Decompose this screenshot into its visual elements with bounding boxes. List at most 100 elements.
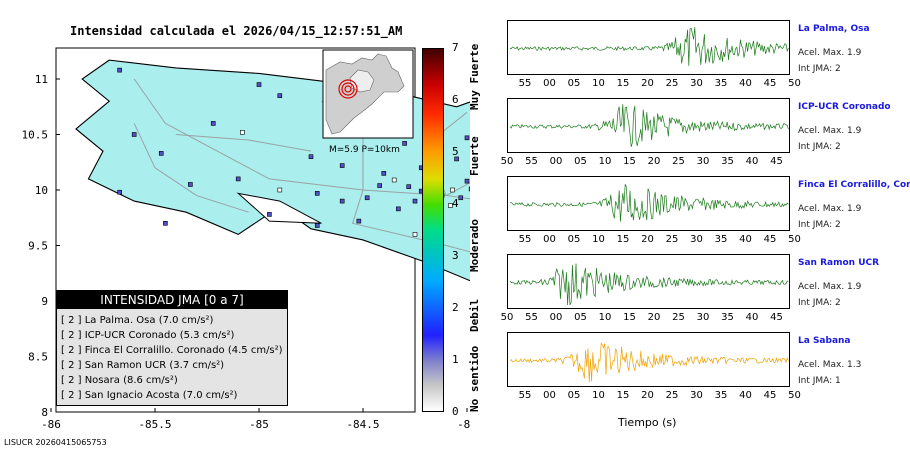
station-marker <box>450 187 455 193</box>
legend-level: [ 2 ] <box>61 330 85 341</box>
time-tick: 00 <box>543 234 556 245</box>
trace-accel: Acel. Max. 1.9 <box>798 282 862 292</box>
colorbar-tick: 2 <box>452 301 459 314</box>
station-marker <box>256 82 262 87</box>
time-tick: 40 <box>739 234 752 245</box>
time-tick: 10 <box>592 78 605 89</box>
station-marker <box>364 195 370 201</box>
trace-accel: Acel. Max. 1.9 <box>798 48 862 58</box>
legend-row: [ 2 ] ICP-UCR Coronado (5.3 cm/s²) <box>57 328 287 343</box>
time-tick: 50 <box>788 234 801 245</box>
legend-row: [ 2 ] Finca El Corralillo. Coronado (4.5… <box>57 343 287 358</box>
colorbar-level-label: Muy Fuerte <box>468 43 481 110</box>
seismogram-panel <box>507 176 790 231</box>
trace-jma: Int JMA: 1 <box>798 376 841 386</box>
time-tick: 25 <box>665 390 679 401</box>
inset-label: M=5.9 P=10km <box>329 145 400 155</box>
time-tick: 10 <box>598 156 612 167</box>
inset-map: M=5.9 P=10km <box>322 49 414 155</box>
time-tick: 45 <box>763 78 777 89</box>
station-marker <box>356 218 362 224</box>
legend-accel: (7.0 cm/s²) <box>158 315 214 326</box>
station-marker <box>391 177 397 183</box>
time-tick: 20 <box>641 78 654 89</box>
lon-tick-label: -85 <box>249 418 269 431</box>
time-tick: 25 <box>672 156 685 167</box>
legend-level: [ 2 ] <box>61 375 85 386</box>
time-tick: 40 <box>745 156 759 167</box>
legend-level: [ 2 ] <box>61 390 85 401</box>
legend-row: [ 2 ] San Ignacio Acosta (7.0 cm/s²) <box>57 388 287 403</box>
station-marker <box>339 198 345 204</box>
lon-tick-label: -84.5 <box>346 418 379 431</box>
time-tick: 35 <box>721 156 734 167</box>
trace-station-name: La Sabana <box>798 336 851 346</box>
time-tick: 40 <box>739 78 752 89</box>
time-tick: 00 <box>549 312 563 323</box>
time-tick: 05 <box>567 234 581 245</box>
station-marker <box>210 121 216 126</box>
legend-accel: (8.6 cm/s²) <box>123 375 178 386</box>
trace-station-name: ICP-UCR Coronado <box>798 102 891 112</box>
time-tick: 20 <box>647 156 661 167</box>
colorbar-tick: 3 <box>452 249 459 262</box>
colorbar-level-label: Moderado <box>468 219 481 272</box>
time-ticks: 50 55 00 05 10 15 20 25 30 35 40 45 <box>501 312 790 324</box>
time-tick: 30 <box>696 312 710 323</box>
time-tick: 35 <box>714 234 728 245</box>
time-tick: 35 <box>714 390 728 401</box>
time-tick: 25 <box>672 312 685 323</box>
time-tick: 00 <box>549 156 563 167</box>
station-marker <box>406 184 412 189</box>
time-tick: 50 <box>500 312 514 323</box>
time-tick: 40 <box>745 312 759 323</box>
lat-tick-label: 10 <box>35 184 48 197</box>
colorbar-tick: 0 <box>452 405 459 418</box>
station-marker <box>235 176 241 182</box>
time-ticks: 55 00 05 10 15 20 25 30 35 40 45 50 <box>507 390 801 402</box>
time-tick: 55 <box>518 390 532 401</box>
station-marker <box>158 151 164 156</box>
station-marker <box>240 129 245 135</box>
legend-station: Finca El Corralillo. Coronado <box>84 345 228 356</box>
legend-station: San Ignacio Acosta <box>84 390 183 401</box>
lat-tick-label: 8 <box>41 406 48 419</box>
trace-station-name: San Ramon UCR <box>798 258 880 268</box>
station-marker <box>163 221 168 226</box>
legend-accel: (3.7 cm/s²) <box>169 360 225 371</box>
legend-station: ICP-UCR Coronado <box>84 330 180 341</box>
lat-tick-label: 9.5 <box>28 240 48 253</box>
legend-row: [ 2 ] Nosara (8.6 cm/s²) <box>57 373 287 388</box>
lon-tick-label: -86 <box>41 418 61 431</box>
lat-tick-label: 9 <box>41 295 48 308</box>
intensity-colorbar <box>422 48 444 412</box>
station-marker <box>468 186 470 192</box>
time-tick: 45 <box>770 312 783 323</box>
time-tick: 40 <box>739 390 752 401</box>
colorbar-tick: 1 <box>452 353 459 366</box>
station-marker <box>458 195 464 201</box>
legend-level: [ 2 ] <box>61 360 85 371</box>
colorbar-tick: 6 <box>452 93 459 106</box>
time-tick: 30 <box>690 234 703 245</box>
colorbar-level-label: No sentido <box>468 345 481 412</box>
time-tick: 30 <box>690 390 703 401</box>
time-axis-label: Tiempo (s) <box>618 416 677 429</box>
legend-title: INTENSIDAD JMA [0 a 7] <box>57 291 287 309</box>
lat-tick-label: 10.5 <box>22 129 49 142</box>
lon-tick-label: -85.5 <box>138 418 171 431</box>
station-marker <box>277 187 283 193</box>
station-marker <box>131 132 137 137</box>
legend-row: [ 2 ] San Ramon UCR (3.7 cm/s²) <box>57 358 287 373</box>
time-tick: 55 <box>525 312 538 323</box>
legend-accel: (7.0 cm/s²) <box>182 390 238 401</box>
time-tick: 05 <box>567 78 581 89</box>
station-marker <box>448 203 453 208</box>
time-ticks: 50 55 00 05 10 15 20 25 30 35 40 45 <box>501 156 790 168</box>
time-tick: 25 <box>665 78 679 89</box>
time-tick: 30 <box>690 78 703 89</box>
time-tick: 55 <box>518 78 532 89</box>
station-marker <box>412 232 418 237</box>
time-tick: 05 <box>567 390 581 401</box>
lat-tick-label: 11 <box>35 73 48 86</box>
